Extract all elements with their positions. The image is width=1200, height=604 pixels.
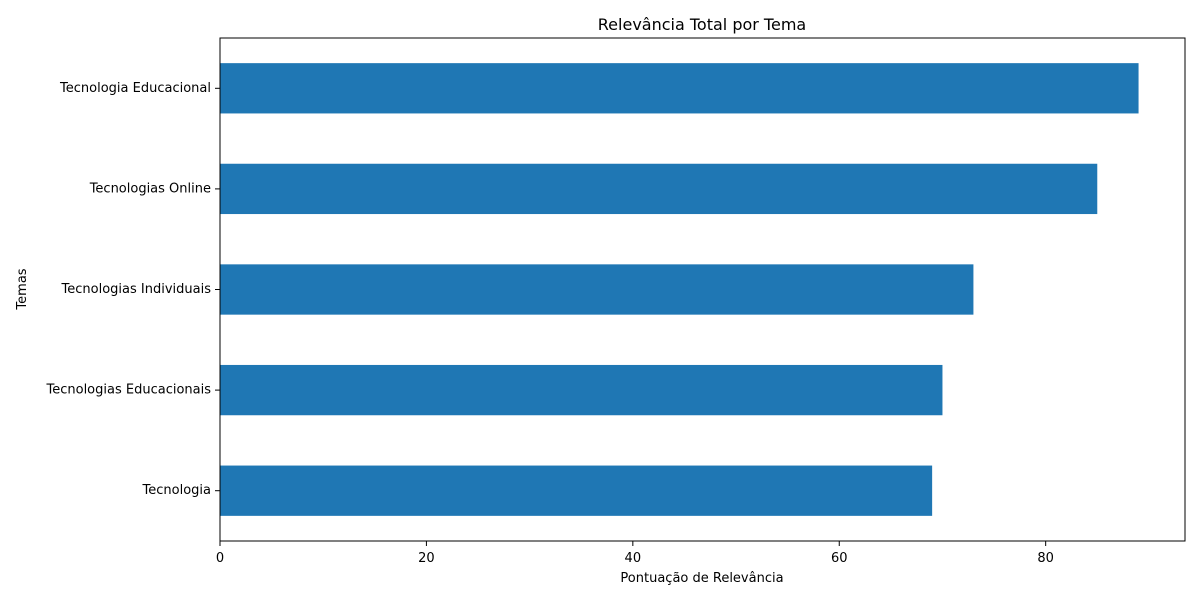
plot-frame — [219, 37, 1186, 542]
bar — [220, 63, 1139, 114]
chart-title: Relevância Total por Tema — [598, 15, 806, 34]
x-axis-label: Pontuação de Relevância — [620, 571, 783, 586]
bars-group — [220, 63, 1139, 516]
y-tick-label: Tecnologia Educacional — [59, 81, 211, 96]
x-tick-label: 40 — [625, 551, 642, 566]
y-tick-label: Tecnologias Educacionais — [46, 383, 212, 398]
bar — [220, 264, 974, 315]
bar — [220, 364, 943, 416]
y-tick-label: Tecnologias Online — [89, 181, 211, 196]
x-tick-label: 0 — [216, 551, 224, 566]
bar — [220, 465, 933, 516]
x-axis-ticks: 0 20 40 60 80 — [216, 541, 1054, 566]
y-tick-label: Tecnologia — [142, 483, 211, 498]
x-tick-label: 60 — [831, 551, 848, 566]
x-tick-label: 20 — [418, 551, 435, 566]
y-axis-label: Temas — [15, 268, 30, 310]
y-tick-label: Tecnologias Individuais — [61, 282, 212, 297]
y-axis-ticks: Tecnologia Educacional Tecnologias Online… — [46, 81, 220, 498]
bar — [220, 163, 1098, 215]
x-tick-label: 80 — [1037, 551, 1054, 566]
